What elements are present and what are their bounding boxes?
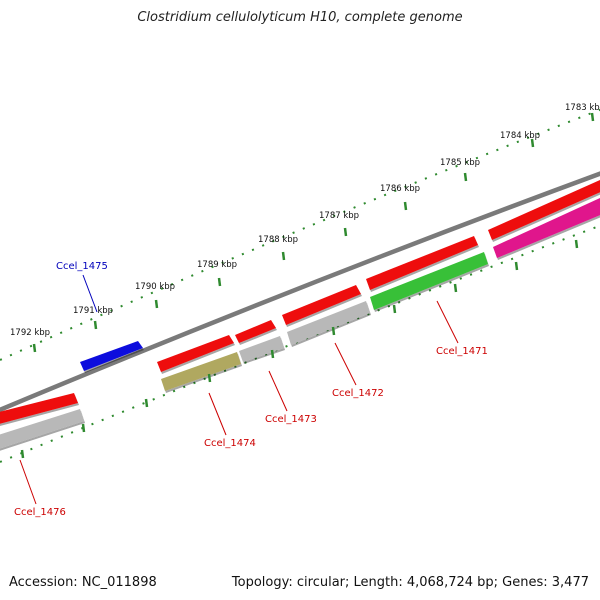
tick-label: 1786 kbp bbox=[380, 184, 420, 194]
tick-marks: 1783 kbp 1784 kbp 1785 kbp 1786 kbp 1787 kbp… bbox=[10, 103, 600, 459]
gene-feature[interactable] bbox=[0, 409, 84, 450]
tick-label: 1791 kbp bbox=[73, 306, 113, 316]
gene-feature[interactable] bbox=[161, 352, 241, 391]
tick-mark bbox=[144, 398, 149, 408]
tick-mark bbox=[453, 283, 458, 293]
tick-label: 1784 kbp bbox=[500, 131, 540, 141]
tick-mark bbox=[154, 299, 159, 309]
tick-mark bbox=[207, 373, 212, 383]
gene-feature[interactable] bbox=[0, 393, 78, 425]
tick-mark bbox=[530, 138, 535, 148]
tick-mark bbox=[270, 349, 275, 359]
inner-tick-ring bbox=[0, 224, 600, 463]
feature-track bbox=[0, 180, 600, 450]
gene-feature[interactable] bbox=[235, 320, 276, 343]
gene-label[interactable]: Ccel_1476 bbox=[14, 507, 66, 518]
tick-label: 1790 kbp bbox=[135, 282, 175, 292]
tick-mark bbox=[281, 251, 286, 261]
gene-callouts: Ccel_1475 Ccel_1471 Ccel_1472 Ccel_1473 Ccel… bbox=[14, 261, 488, 518]
tick-mark bbox=[331, 326, 336, 336]
callout-line bbox=[268, 370, 288, 412]
accession-text: Accession: NC_011898 bbox=[9, 575, 157, 590]
gene-label[interactable]: Ccel_1472 bbox=[332, 388, 384, 399]
tick-mark bbox=[20, 449, 25, 459]
gene-feature[interactable] bbox=[488, 180, 600, 240]
gene-feature[interactable] bbox=[80, 341, 143, 371]
tick-label: 1785 kbp bbox=[440, 158, 480, 168]
gene-label[interactable]: Ccel_1474 bbox=[204, 438, 256, 449]
tick-mark bbox=[93, 320, 98, 330]
gene-feature[interactable] bbox=[366, 236, 478, 290]
gene-feature[interactable] bbox=[239, 336, 284, 362]
gene-label[interactable]: Ccel_1475 bbox=[56, 261, 108, 272]
gene-feature[interactable] bbox=[370, 252, 488, 310]
callout-line bbox=[436, 300, 459, 344]
genome-backbone bbox=[0, 171, 600, 413]
tick-label: 1788 kbp bbox=[258, 235, 298, 245]
tick-mark bbox=[574, 239, 579, 249]
gene-feature[interactable] bbox=[287, 301, 370, 345]
tick-mark bbox=[590, 112, 595, 122]
tick-mark bbox=[403, 201, 408, 211]
tick-mark bbox=[343, 227, 348, 237]
gene-label[interactable]: Ccel_1471 bbox=[436, 346, 488, 357]
tick-mark bbox=[392, 304, 397, 314]
tick-label: 1789 kbp bbox=[197, 260, 237, 270]
gene-feature[interactable] bbox=[157, 335, 234, 372]
tick-mark bbox=[514, 261, 519, 271]
gene-feature[interactable] bbox=[493, 198, 600, 258]
tick-label: 1787 kbp bbox=[319, 211, 359, 221]
callout-line bbox=[82, 274, 98, 313]
callout-line bbox=[19, 459, 37, 505]
gene-label[interactable]: Ccel_1473 bbox=[265, 414, 317, 425]
tick-mark bbox=[81, 423, 86, 433]
tick-label: 1783 kbp bbox=[565, 103, 600, 113]
callout-line bbox=[208, 392, 227, 436]
tick-mark bbox=[463, 172, 468, 182]
tick-mark bbox=[32, 343, 37, 353]
gene-feature[interactable] bbox=[282, 285, 361, 325]
map-title: Clostridium cellulolyticum H10, complete… bbox=[137, 10, 463, 25]
tick-mark bbox=[217, 277, 222, 287]
tick-label: 1792 kbp bbox=[10, 328, 50, 338]
callout-line bbox=[334, 342, 357, 386]
outer-tick-ring bbox=[0, 108, 600, 361]
summary-text: Topology: circular; Length: 4,068,724 bp… bbox=[231, 575, 589, 590]
